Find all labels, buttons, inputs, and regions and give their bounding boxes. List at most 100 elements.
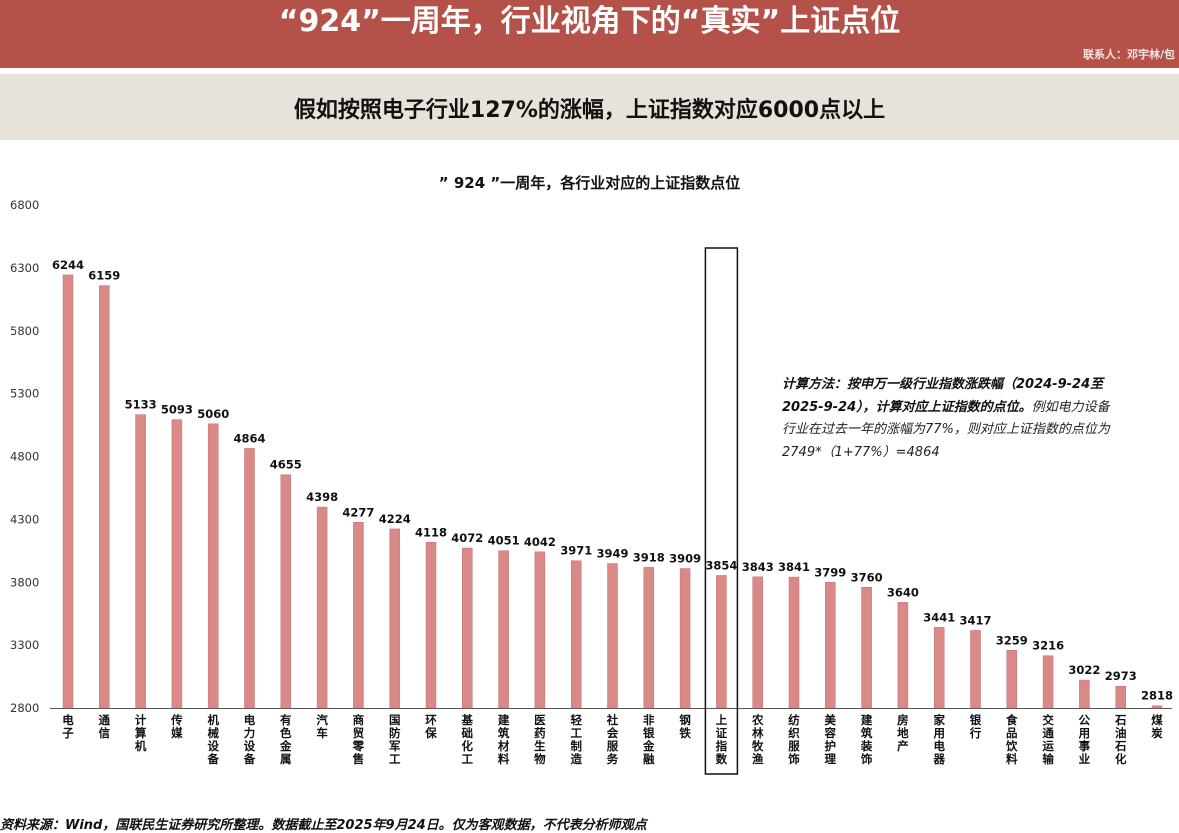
bar <box>1079 679 1090 709</box>
x-tick-label: 料 <box>498 752 510 766</box>
data-label: 4072 <box>451 531 483 545</box>
x-tick-label: 传 <box>170 713 183 727</box>
bar <box>752 576 763 709</box>
data-label: 3259 <box>996 633 1028 647</box>
x-tick-label: 上 <box>716 713 728 727</box>
x-tick-label: 媒 <box>170 726 183 740</box>
x-tick-label: 公 <box>1079 713 1091 727</box>
x-tick-label: 纺 <box>788 713 800 727</box>
x-tick-label: 会 <box>606 726 619 740</box>
x-tick-label: 防 <box>389 726 401 740</box>
subheader-banner: 假如按照电子行业127%的涨幅，上证指数对应6000点以上 <box>0 74 1179 140</box>
x-tick-label: 证 <box>716 726 728 740</box>
data-label: 6159 <box>88 269 120 283</box>
bar <box>171 419 183 709</box>
x-tick-label: 设 <box>207 739 219 753</box>
y-tick-label: 5300 <box>10 387 39 401</box>
x-tick-label: 银 <box>643 726 655 740</box>
x-tick-label: 子 <box>62 726 74 740</box>
x-tick-label: 医 <box>534 713 546 727</box>
highlight-box <box>704 247 739 775</box>
data-label: 4655 <box>270 458 302 472</box>
bar <box>280 474 292 709</box>
x-tick-label: 筑 <box>861 726 873 740</box>
x-tick-label: 备 <box>206 752 219 766</box>
x-tick-label: 色 <box>280 726 292 740</box>
x-tick-label: 电 <box>244 713 256 727</box>
x-tick-label: 建 <box>861 713 873 727</box>
x-tick-label: 渔 <box>752 752 764 766</box>
x-tick-label: 生 <box>534 739 546 753</box>
x-tick-label: 算 <box>134 726 147 740</box>
x-tick-label: 机 <box>207 713 219 727</box>
x-tick-label: 饮 <box>1005 739 1018 753</box>
x-tick-label: 电 <box>933 739 945 753</box>
y-tick-label: 4300 <box>10 512 39 526</box>
x-tick-label: 属 <box>280 752 292 766</box>
x-tick-label: 保 <box>424 726 437 740</box>
x-tick-label: 务 <box>607 752 619 766</box>
data-label: 3760 <box>851 570 883 584</box>
data-label: 5133 <box>125 398 157 412</box>
data-label: 4224 <box>379 512 411 526</box>
x-tick-label: 化 <box>462 739 474 753</box>
x-tick-label: 银 <box>970 713 982 727</box>
x-tick-label: 备 <box>243 752 256 766</box>
x-tick-label: 运 <box>1042 739 1054 753</box>
bar <box>135 414 146 709</box>
x-tick-label: 轻 <box>570 713 582 727</box>
x-tick-label: 理 <box>825 752 837 766</box>
x-tick-label: 车 <box>316 726 328 740</box>
bar <box>607 563 618 709</box>
data-label: 3841 <box>778 560 810 574</box>
data-label: 3854 <box>705 558 737 572</box>
x-tick-label: 金 <box>279 739 292 753</box>
data-label: 3918 <box>633 550 665 564</box>
x-tick-label: 工 <box>570 726 582 740</box>
x-tick-label: 零 <box>352 739 365 753</box>
x-tick-label: 器 <box>932 752 945 766</box>
x-tick-label: 容 <box>824 726 837 740</box>
data-label: 6244 <box>52 258 84 272</box>
data-label: 3909 <box>669 552 701 566</box>
x-tick-label: 用 <box>1078 726 1091 740</box>
x-tick-label: 数 <box>716 752 728 766</box>
method-note: 计算方法：按申万一级行业指数涨跌幅（2024-9-24至2025-9-24），计… <box>782 374 1122 464</box>
data-label: 3216 <box>1032 639 1064 653</box>
x-tick-label: 炭 <box>1151 726 1163 740</box>
bar <box>462 547 473 709</box>
x-tick-label: 铁 <box>679 726 691 740</box>
x-tick-label: 工 <box>462 752 474 766</box>
x-tick-label: 融 <box>643 752 655 766</box>
y-tick-label: 6300 <box>10 261 39 275</box>
x-tick-label: 织 <box>788 726 800 740</box>
y-tick-label: 3800 <box>10 575 39 589</box>
x-tick-label: 食 <box>1006 713 1018 727</box>
data-label: 4042 <box>524 535 556 549</box>
x-tick-label: 钢 <box>679 713 691 727</box>
x-tick-label: 护 <box>825 739 837 753</box>
x-tick-label: 电 <box>62 713 74 727</box>
x-tick-label: 设 <box>244 739 256 753</box>
x-tick-label: 国 <box>389 713 401 727</box>
x-tick-label: 力 <box>244 726 256 740</box>
x-tick-label: 基 <box>461 713 474 727</box>
bar <box>425 542 437 709</box>
bar <box>643 567 655 709</box>
x-tick-label: 物 <box>534 752 546 766</box>
x-tick-label: 售 <box>352 752 365 766</box>
x-tick-label: 房 <box>897 713 909 727</box>
y-tick-label: 6800 <box>10 198 39 212</box>
x-tick-label: 石 <box>1114 739 1127 753</box>
bar <box>933 627 945 709</box>
data-label: 3022 <box>1068 663 1100 677</box>
x-tick-label: 业 <box>1079 752 1091 766</box>
x-tick-label: 化 <box>1115 752 1127 766</box>
data-label: 4398 <box>306 490 338 504</box>
x-tick-label: 牧 <box>752 739 764 753</box>
bar <box>99 285 110 709</box>
bar <box>389 528 400 709</box>
x-tick-label: 筑 <box>498 726 510 740</box>
x-tick-label: 饰 <box>788 752 800 766</box>
x-tick-label: 装 <box>860 739 873 753</box>
